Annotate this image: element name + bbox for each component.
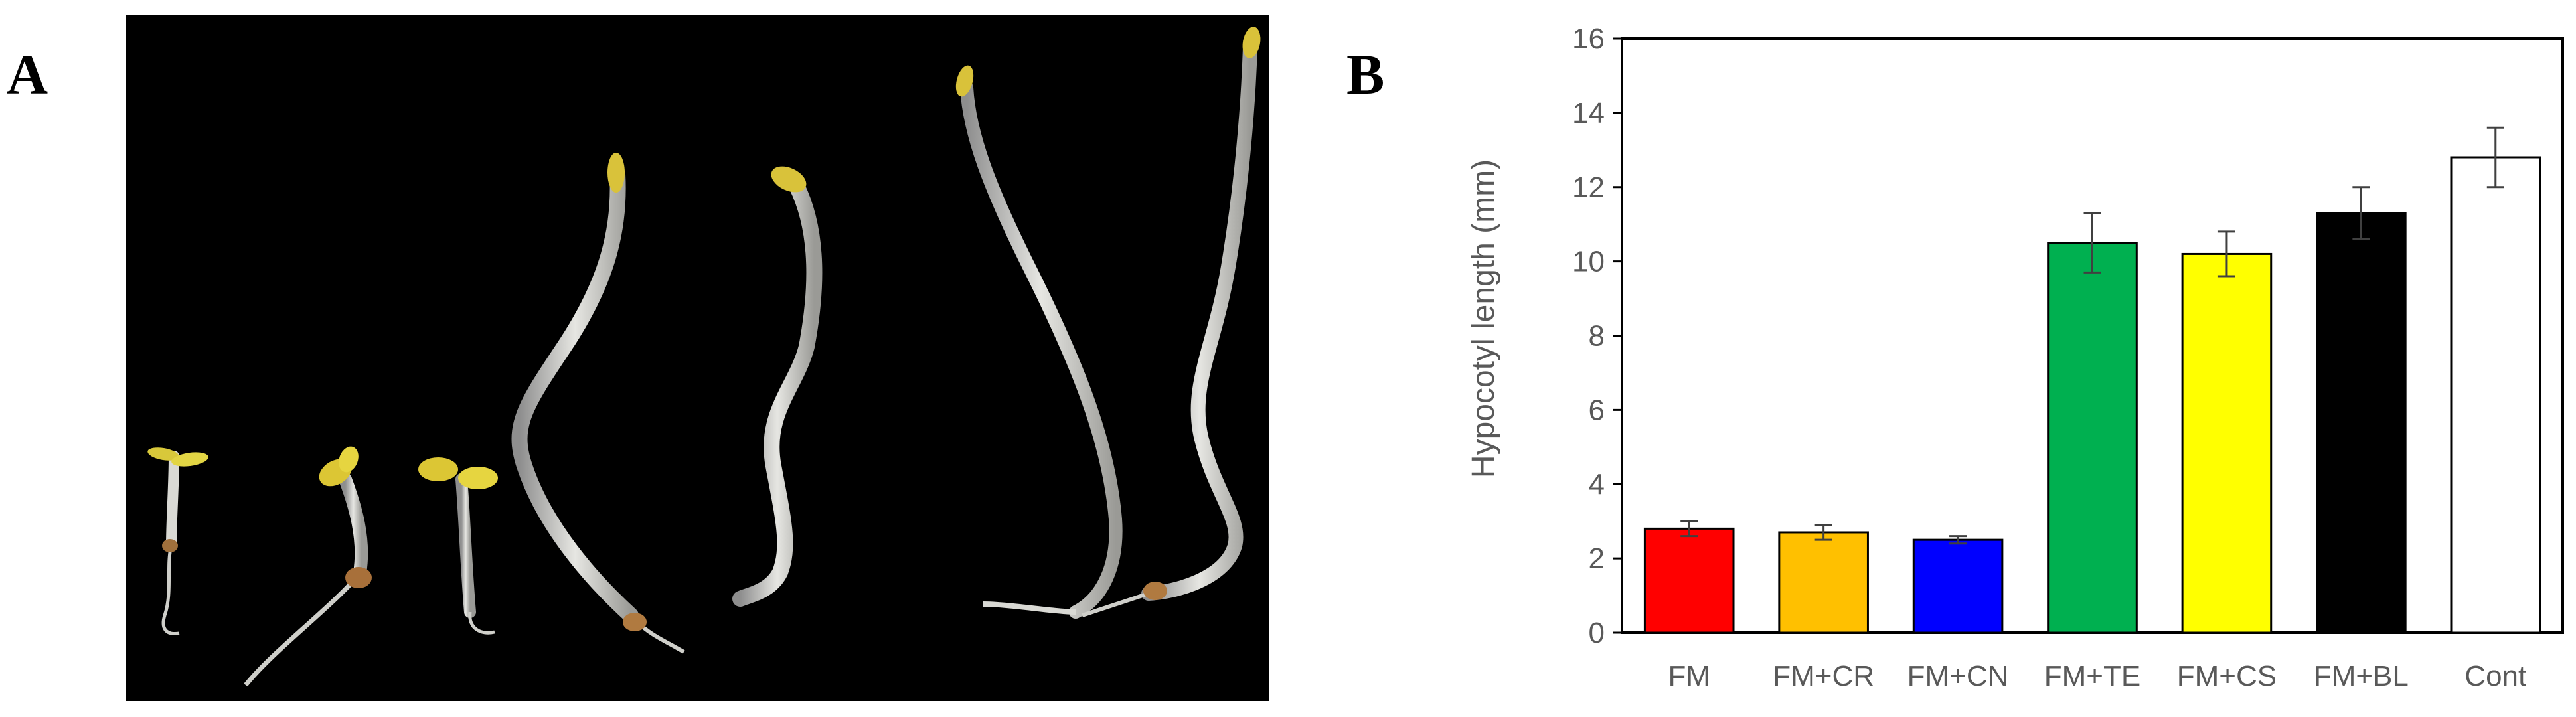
bar-fm-cs	[2181, 252, 2273, 634]
x-tick-label: Cont	[2464, 660, 2526, 692]
seedling-2	[244, 446, 372, 687]
bar-fm-bl	[2316, 212, 2407, 634]
x-tick-label: FM+TE	[2044, 660, 2140, 692]
seedling-photo	[126, 15, 1269, 701]
panel-a-label: A	[7, 42, 48, 106]
chart-canvas: Hypocotyl length (mm) 0 2 4 6 8 10 12 14 16 FM FM+…	[1466, 23, 2564, 692]
x-tick-label: FM+BL	[2314, 660, 2409, 692]
seedling-4	[511, 153, 685, 654]
seedling-7	[1082, 27, 1261, 617]
y-tick-label: 10	[1572, 246, 1605, 278]
y-tick-label: 8	[1589, 320, 1605, 353]
x-tick-label: FM+CS	[2177, 660, 2277, 692]
bar-fm-cr	[1778, 531, 1869, 634]
bar-cont	[2450, 156, 2541, 634]
x-tick-label: FM+CR	[1773, 660, 1874, 692]
y-tick-label: 14	[1572, 97, 1605, 129]
y-tick-label: 2	[1589, 542, 1605, 575]
seedling-6	[955, 65, 1123, 619]
y-axis-title: Hypocotyl length (mm)	[1466, 159, 1501, 478]
bar-fm-cn	[1912, 538, 2004, 634]
y-tick-label: 4	[1589, 468, 1605, 501]
seedling-3	[418, 457, 498, 635]
x-tick-label: FM	[1668, 660, 1710, 692]
y-tick-label: 0	[1589, 617, 1605, 649]
photo-background	[126, 15, 1269, 701]
y-tick-label: 16	[1572, 23, 1605, 55]
seedling-illustration	[126, 15, 1269, 701]
bar-fm-te	[2047, 242, 2138, 634]
hypocotyl-bar-chart: Hypocotyl length (mm) 0 2 4 6 8 10 12 14 16 FM FM+…	[1434, 0, 2576, 714]
y-tick-label: 12	[1572, 171, 1605, 204]
y-tick-label: 6	[1589, 394, 1605, 426]
x-tick-label: FM+CN	[1907, 660, 2009, 692]
seedling-5	[732, 166, 823, 607]
bar-fm	[1643, 527, 1735, 634]
seedling-1	[147, 447, 208, 636]
panel-b-label: B	[1346, 42, 1385, 106]
